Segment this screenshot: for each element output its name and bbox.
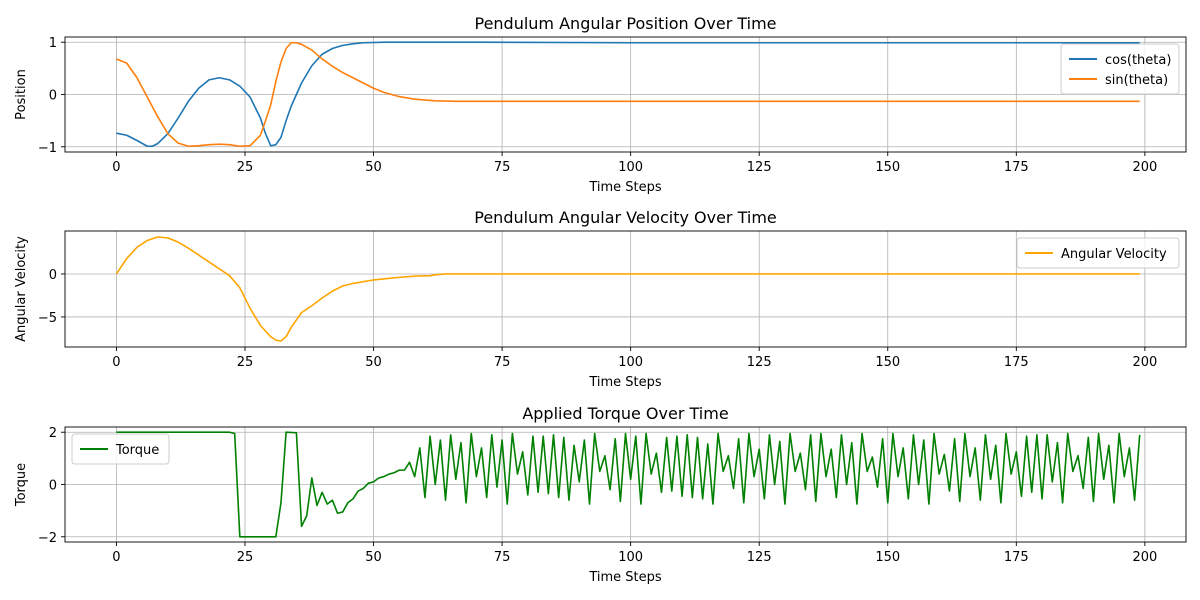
x-tick-label: 200 xyxy=(1132,160,1157,175)
x-tick-label: 25 xyxy=(237,160,254,175)
x-tick-label: 100 xyxy=(618,550,643,565)
series-line-1 xyxy=(116,41,1140,148)
series-line-2 xyxy=(116,41,1140,148)
y-tick-label: 0 xyxy=(49,89,57,104)
x-tick-label: 150 xyxy=(875,550,900,565)
x-tick-label: 50 xyxy=(365,550,382,565)
legend-label: Angular Velocity xyxy=(1061,247,1167,262)
x-tick-label: 175 xyxy=(1004,550,1029,565)
y-tick-label: 1 xyxy=(49,36,57,51)
subplot-2: 0 25 50 75 100 125 150 175 200 −5 0 Pendulum Angula… xyxy=(14,208,1187,390)
legend-label: cos(theta) xyxy=(1105,53,1171,68)
x-tick-label: 75 xyxy=(494,160,511,175)
x-tick-label: 150 xyxy=(875,160,900,175)
x-axis-label: Time Steps xyxy=(588,180,662,195)
series-line-1 xyxy=(115,236,1140,342)
y-axis-label: Angular Velocity xyxy=(14,236,29,342)
legend: cos(theta) sin(theta) xyxy=(1060,43,1180,95)
x-tick-label: 175 xyxy=(1004,355,1029,370)
chart-title: Pendulum Angular Velocity Over Time xyxy=(474,208,777,227)
legend-box xyxy=(1060,43,1180,95)
legend-label: sin(theta) xyxy=(1105,73,1168,88)
y-axis-label: Position xyxy=(14,69,29,120)
x-tick-label: 50 xyxy=(365,355,382,370)
y-tick-label: 2 xyxy=(49,426,57,441)
x-tick-label: 125 xyxy=(747,550,772,565)
y-tick-label: 0 xyxy=(49,479,57,494)
x-tick-label: 100 xyxy=(618,355,643,370)
plot-frame xyxy=(64,230,1187,348)
x-tick-label: 75 xyxy=(494,550,511,565)
y-tick-label: −2 xyxy=(38,531,57,546)
x-tick-label: 50 xyxy=(365,160,382,175)
x-tick-label: 175 xyxy=(1004,160,1029,175)
subplot-3: 0 25 50 75 100 125 150 175 200 −2 0 2 Applied Torque… xyxy=(14,404,1187,585)
x-tick-label: 125 xyxy=(747,160,772,175)
x-tick-label: 125 xyxy=(747,355,772,370)
legend-box xyxy=(71,433,170,465)
legend-label: Torque xyxy=(115,443,159,458)
legend-box xyxy=(1016,237,1180,269)
y-tick-label: −5 xyxy=(38,311,57,326)
legend: Torque xyxy=(71,433,170,465)
series-line-1 xyxy=(116,431,1141,538)
subplot-1: 0 25 50 75 100 125 150 175 200 −1 0 1 Pendulum Angul… xyxy=(14,14,1187,195)
y-tick-label: −1 xyxy=(38,141,57,156)
x-tick-label: 200 xyxy=(1132,550,1157,565)
legend: Angular Velocity xyxy=(1016,237,1180,269)
x-tick-label: 0 xyxy=(112,550,120,565)
x-tick-label: 100 xyxy=(618,160,643,175)
x-tick-label: 150 xyxy=(875,355,900,370)
x-tick-label: 25 xyxy=(237,550,254,565)
x-tick-label: 75 xyxy=(494,355,511,370)
y-axis-label: Torque xyxy=(14,463,29,507)
x-tick-label: 25 xyxy=(237,355,254,370)
chart-title: Pendulum Angular Position Over Time xyxy=(474,14,776,33)
x-axis-label: Time Steps xyxy=(588,375,662,390)
chart-title: Applied Torque Over Time xyxy=(522,404,728,423)
x-tick-label: 0 xyxy=(112,355,120,370)
x-axis-label: Time Steps xyxy=(588,570,662,585)
x-tick-label: 0 xyxy=(112,160,120,175)
y-tick-label: 0 xyxy=(49,268,57,283)
x-tick-label: 200 xyxy=(1132,355,1157,370)
